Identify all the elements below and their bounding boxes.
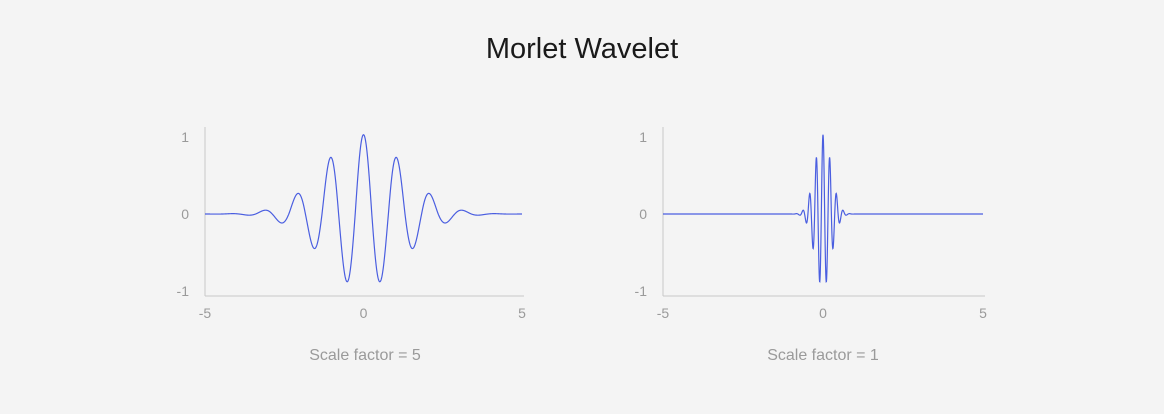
series-line-morlet [663,134,983,283]
series-line-morlet [205,134,522,283]
y-tick-label: -1 [177,283,190,299]
x-tick-label: 5 [979,305,987,321]
y-tick-label: 1 [639,129,647,145]
y-tick-label: -1 [635,283,648,299]
chart-caption: Scale factor = 5 [309,347,421,364]
page-title: Morlet Wavelet [485,33,679,65]
x-tick-label: 0 [819,305,827,321]
x-tick-label: -5 [657,305,670,321]
x-tick-label: -5 [199,305,212,321]
y-tick-label: 1 [181,129,189,145]
x-tick-label: 0 [360,305,368,321]
y-tick-label: 0 [639,206,647,222]
x-tick-label: 5 [518,305,526,321]
chart-scale-1: 1 0 -1 -5 0 5 Scale factor = 1 [635,127,987,364]
chart-scale-5: 1 0 -1 -5 0 5 Scale factor = 5 [177,127,526,364]
chart-caption: Scale factor = 1 [767,347,879,364]
y-tick-label: 0 [181,206,189,222]
